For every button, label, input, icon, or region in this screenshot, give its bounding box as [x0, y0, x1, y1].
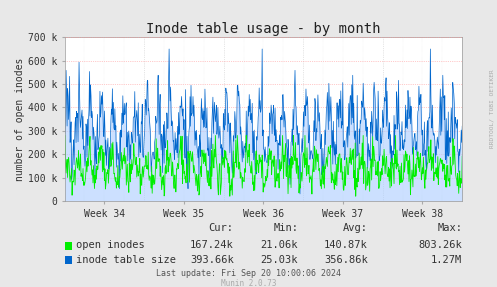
Text: 356.86k: 356.86k: [324, 255, 368, 265]
Title: Inode table usage - by month: Inode table usage - by month: [146, 22, 381, 36]
Text: 393.66k: 393.66k: [190, 255, 234, 265]
Text: 25.03k: 25.03k: [261, 255, 298, 265]
Text: Cur:: Cur:: [209, 223, 234, 233]
Text: Min:: Min:: [273, 223, 298, 233]
Text: 803.26k: 803.26k: [418, 241, 462, 250]
Text: 1.27M: 1.27M: [431, 255, 462, 265]
Text: 21.06k: 21.06k: [261, 241, 298, 250]
Text: 167.24k: 167.24k: [190, 241, 234, 250]
Text: inode table size: inode table size: [76, 255, 175, 265]
Y-axis label: number of open inodes: number of open inodes: [15, 57, 25, 181]
Text: Avg:: Avg:: [343, 223, 368, 233]
Text: Max:: Max:: [437, 223, 462, 233]
Text: RRDTOOL/ TOBI OETIKER: RRDTOOL/ TOBI OETIKER: [490, 70, 495, 148]
Text: 140.87k: 140.87k: [324, 241, 368, 250]
Text: Munin 2.0.73: Munin 2.0.73: [221, 279, 276, 287]
Text: Last update: Fri Sep 20 10:00:06 2024: Last update: Fri Sep 20 10:00:06 2024: [156, 269, 341, 278]
Text: open inodes: open inodes: [76, 241, 144, 250]
